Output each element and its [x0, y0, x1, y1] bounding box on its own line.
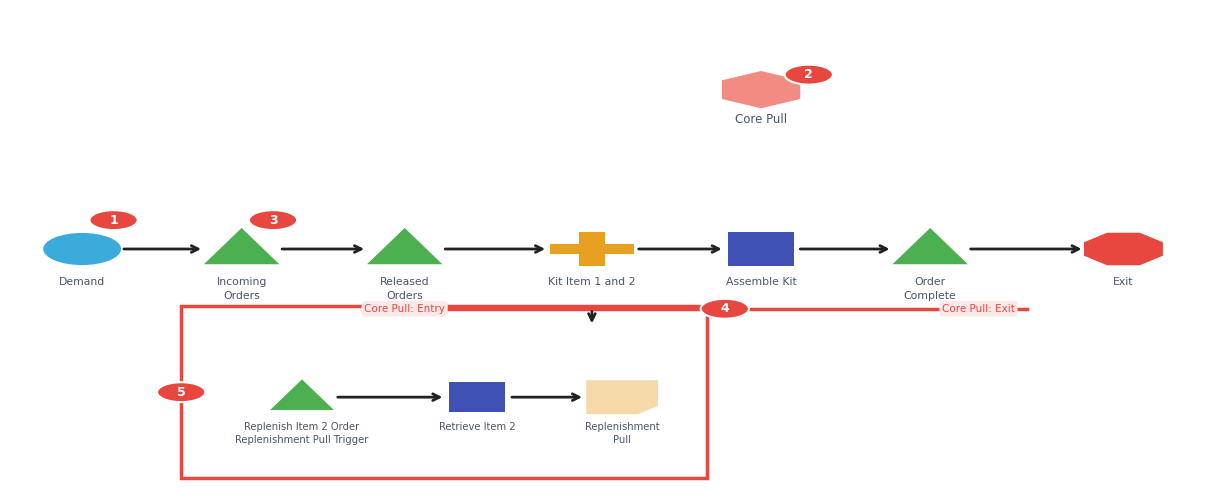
- Polygon shape: [204, 228, 279, 264]
- Text: 1: 1: [109, 214, 118, 227]
- Text: Exit: Exit: [1114, 277, 1133, 287]
- Polygon shape: [367, 228, 442, 264]
- Text: Retrieve Item 2: Retrieve Item 2: [439, 422, 516, 432]
- Text: Demand: Demand: [59, 277, 105, 287]
- Text: 5: 5: [176, 385, 186, 399]
- Text: Order
Complete: Order Complete: [904, 277, 957, 301]
- Text: 2: 2: [805, 68, 813, 81]
- Text: Released
Orders: Released Orders: [379, 277, 430, 301]
- Circle shape: [701, 299, 749, 319]
- Text: Incoming
Orders: Incoming Orders: [216, 277, 267, 301]
- Polygon shape: [893, 228, 968, 264]
- Text: Replenish Item 2 Order
Replenishment Pull Trigger: Replenish Item 2 Order Replenishment Pul…: [236, 422, 368, 445]
- Bar: [449, 382, 505, 412]
- Bar: [550, 244, 634, 254]
- Circle shape: [249, 210, 297, 230]
- Text: Kit Item 1 and 2: Kit Item 1 and 2: [548, 277, 635, 287]
- Text: Assemble Kit: Assemble Kit: [726, 277, 796, 287]
- Circle shape: [43, 233, 121, 265]
- Polygon shape: [271, 379, 333, 410]
- Text: Core Pull: Core Pull: [734, 113, 788, 126]
- Bar: [579, 232, 605, 266]
- Circle shape: [785, 65, 834, 85]
- Text: 4: 4: [720, 302, 730, 315]
- Circle shape: [157, 382, 205, 402]
- Text: Core Pull: Entry: Core Pull: Entry: [365, 304, 445, 314]
- Circle shape: [89, 210, 138, 230]
- Polygon shape: [1084, 233, 1163, 265]
- Polygon shape: [586, 380, 658, 414]
- Bar: [728, 232, 794, 266]
- Text: Replenishment
Pull: Replenishment Pull: [585, 422, 660, 445]
- Text: Core Pull: Exit: Core Pull: Exit: [942, 304, 1015, 314]
- Polygon shape: [722, 71, 800, 108]
- Text: 3: 3: [268, 214, 278, 227]
